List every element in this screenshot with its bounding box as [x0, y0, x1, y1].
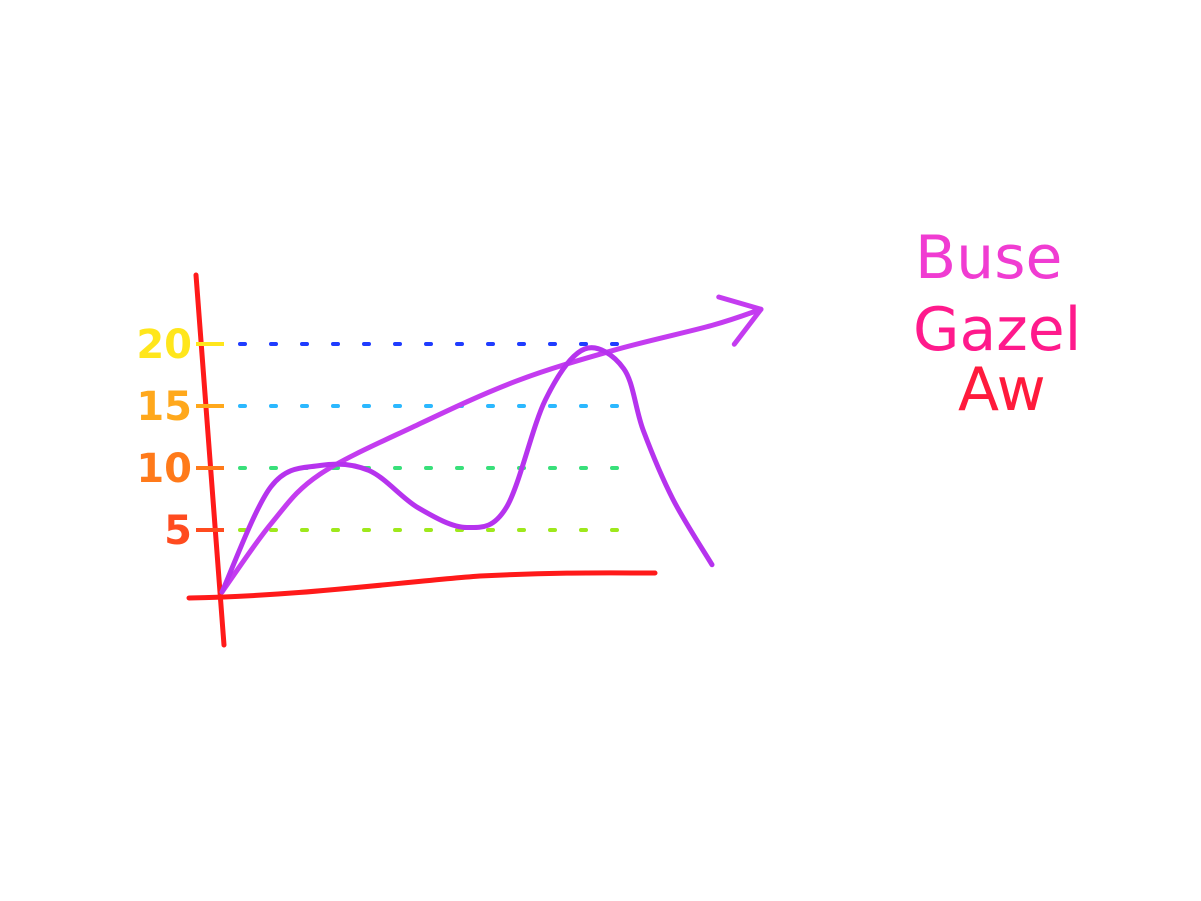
axes-layer [186, 272, 658, 648]
series-layer [219, 294, 764, 595]
annotation-layer: Buse Gazel Aw [913, 223, 1081, 425]
y-tick-label: 10 [136, 446, 192, 492]
annotation-line-3: Aw [958, 355, 1046, 425]
y-axis [193, 272, 227, 648]
series-line-1 [219, 306, 764, 595]
annotation-line-1: Buse [915, 223, 1062, 293]
y-tick-label: 20 [136, 322, 192, 368]
annotation-line-2: Gazel [913, 295, 1081, 365]
y-tick-label: 5 [164, 508, 192, 554]
y-tick-label: 15 [136, 384, 192, 430]
x-axis [186, 570, 658, 601]
arrow-head-icon [716, 294, 764, 347]
series-line-2 [219, 345, 715, 595]
grid-layer [238, 342, 627, 532]
ticks-layer: 5 10 15 20 [136, 322, 224, 554]
